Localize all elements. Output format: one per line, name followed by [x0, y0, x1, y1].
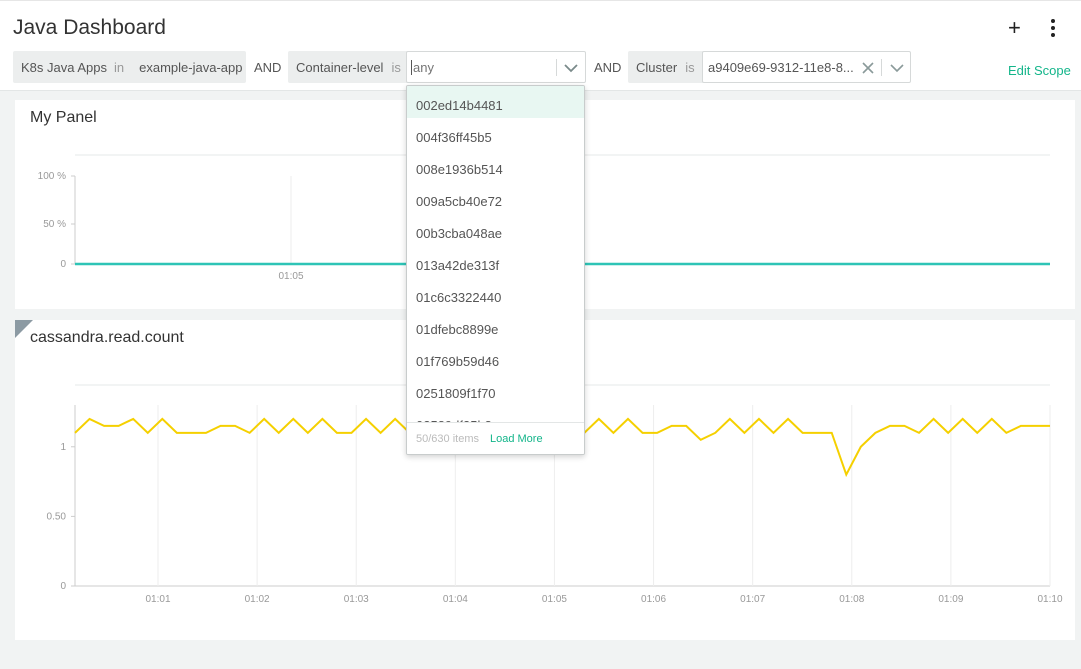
filter-value: example-java-app: [139, 59, 243, 75]
chevron-down-icon[interactable]: [564, 63, 578, 73]
cluster-value: a9409e69-9312-11e8-8...: [708, 59, 854, 75]
scope-filter-container-level[interactable]: Container-level is: [288, 51, 408, 83]
y-tick-label: 0: [60, 581, 66, 592]
y-tick-label: 0: [60, 259, 66, 270]
x-tick-label: 01:01: [145, 594, 170, 605]
panel-title: cassandra.read.count: [30, 329, 184, 346]
filter-key: Cluster: [636, 59, 678, 75]
edit-scope-link[interactable]: Edit Scope: [1008, 63, 1071, 78]
x-tick-label: 01:08: [839, 594, 864, 605]
x-tick-label: 01:02: [245, 594, 270, 605]
filter-key: K8s Java Apps: [21, 59, 107, 75]
x-tick-label: 01:05: [542, 594, 567, 605]
x-tick-label: 01:07: [740, 594, 765, 605]
y-tick-label: 1: [60, 442, 66, 453]
panel-cassandra-read-count[interactable]: cassandra.read.count 1 0.50 0 01:01 01:02 01:…: [15, 320, 1075, 640]
load-more-link[interactable]: Load More: [489, 433, 543, 445]
x-tick-label: 01:05: [278, 271, 303, 282]
x-tick-label: 01:09: [938, 594, 963, 605]
dropdown-list: 002ed14b4481 004f36ff45b5 008e1936b514 009a…: [407, 86, 584, 422]
cluster-select[interactable]: a9409e69-9312-11e8-8...: [702, 51, 911, 83]
dropdown-item[interactable]: 004f36ff45b5: [416, 130, 492, 145]
clear-icon[interactable]: [862, 62, 874, 74]
plus-icon[interactable]: +: [1008, 15, 1021, 40]
scope-filter-cluster[interactable]: Cluster is: [628, 51, 704, 83]
y-tick-label: 50 %: [43, 219, 66, 230]
x-tick-label: 01:03: [344, 594, 369, 605]
and-operator: AND: [594, 60, 622, 75]
y-tick-label: 100 %: [38, 171, 66, 182]
dropdown-item[interactable]: 01dfebc8899e: [416, 322, 499, 337]
dashboard-header: Java Dashboard + K8s Java Apps in exampl…: [0, 0, 1081, 91]
select-divider: [881, 59, 882, 76]
scope-filter-k8s-java-apps[interactable]: K8s Java Apps in example-java-app: [13, 51, 246, 83]
x-tick-label: 01:04: [443, 594, 468, 605]
container-level-dropdown: 002ed14b4481 004f36ff45b5 008e1936b514 009a…: [406, 85, 585, 455]
and-operator: AND: [254, 60, 282, 75]
dropdown-item[interactable]: 00b3cba048ae: [416, 226, 503, 241]
container-level-select[interactable]: [406, 51, 586, 83]
kebab-menu-icon[interactable]: [1046, 17, 1060, 39]
container-level-input[interactable]: [413, 59, 553, 75]
y-tick-label: 0.50: [47, 511, 67, 522]
dropdown-item[interactable]: 013a42de313f: [416, 258, 500, 273]
chevron-down-icon[interactable]: [890, 63, 904, 73]
panel-title: My Panel: [30, 109, 97, 126]
dropdown-footer: 50/630 items Load More: [407, 422, 584, 454]
filter-operator: is: [391, 59, 401, 75]
filter-operator: in: [114, 59, 125, 75]
dropdown-item[interactable]: 009a5cb40e72: [416, 194, 503, 209]
dropdown-item[interactable]: 01c6c3322440: [416, 290, 502, 305]
dropdown-item[interactable]: 01f769b59d46: [416, 354, 500, 369]
item-count: 50/630 items: [416, 433, 479, 445]
filter-operator: is: [685, 59, 695, 75]
x-tick-label: 01:06: [641, 594, 666, 605]
dropdown-item[interactable]: 002ed14b4481: [407, 86, 584, 118]
dropdown-item[interactable]: 008e1936b514: [416, 162, 503, 177]
page-title: Java Dashboard: [13, 16, 166, 39]
panel-corner-marker-icon: [15, 320, 33, 338]
dropdown-item[interactable]: 02589df35b8c: [407, 406, 584, 422]
filter-key: Container-level: [296, 59, 384, 75]
text-cursor: [411, 59, 412, 75]
x-tick-label: 01:10: [1037, 594, 1062, 605]
dropdown-item[interactable]: 0251809f1f70: [416, 386, 496, 401]
select-divider: [556, 59, 557, 76]
